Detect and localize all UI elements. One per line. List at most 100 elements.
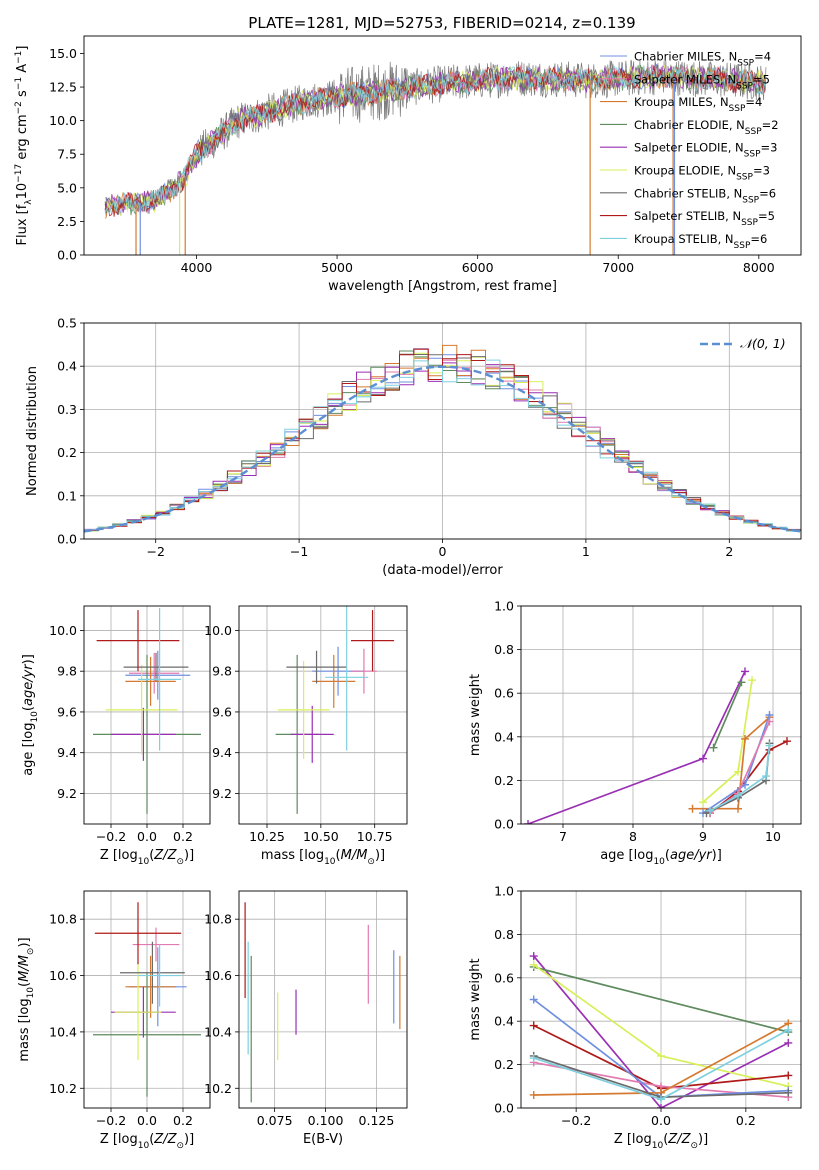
legend-entry: Chabrier ELODIE, NSSP=2 <box>634 118 779 137</box>
mass-weight-marker <box>706 806 714 815</box>
label-part: 10 <box>324 857 336 867</box>
y-tick-label: 1.0 <box>494 884 514 899</box>
label-part: Z/Z <box>153 848 177 863</box>
label-part: =3 <box>753 164 770 178</box>
mass-weight-marker <box>783 737 791 746</box>
y-tick-label: 9.8 <box>57 664 77 679</box>
y-tick-label: 0.2 <box>57 445 77 460</box>
figure-title: PLATE=1281, MJD=52753, FIBERID=0214, z=0… <box>248 14 635 32</box>
normal-curve <box>84 365 801 533</box>
legend-entry: Salpeter MILES, NSSP=5 <box>634 72 770 91</box>
x-tick-label: −1 <box>290 544 308 559</box>
legend-entry: Kroupa ELODIE, NSSP=3 <box>634 164 770 183</box>
label-part: (data-model)/error <box>382 563 503 578</box>
x-tick-label: 9 <box>699 829 707 844</box>
mass-weight-marker <box>699 798 707 807</box>
axes-frame <box>83 322 802 540</box>
y-tick-label: 0.0 <box>494 817 514 832</box>
y-axis-label: mass weight <box>468 958 483 1040</box>
label-part: Salpeter MILES, N <box>634 72 736 86</box>
y-axis-label: Flux [fλ10−17 erg cm−2 s−1 A−1] <box>14 46 34 246</box>
spectrum-plot-area <box>104 59 767 255</box>
label-part: age [log <box>600 848 653 863</box>
label-part: erg cm <box>15 114 30 163</box>
x-tick-label: 7 <box>559 829 567 844</box>
legend-entry: Kroupa STELIB, NSSP=6 <box>634 232 767 251</box>
y-tick-label: 0.3 <box>57 402 77 417</box>
y-tick-label: 0.2 <box>494 1057 514 1072</box>
label-part: SSP <box>745 127 762 137</box>
label-part: SSP <box>744 150 761 160</box>
mass-weight-marker <box>748 676 756 685</box>
mass-vs-ebv-panel: 0.075 0.100 0.125 10.2 10.4 10.6 10.8 E(B-V) <box>204 890 408 1147</box>
x-tick-label: 10 <box>765 829 781 844</box>
y-tick-label: 10.4 <box>204 1024 232 1039</box>
y-tick-label: 10.6 <box>204 968 232 983</box>
label-part: ⊙ <box>367 857 375 867</box>
label-part: SSP <box>736 173 753 183</box>
y-tick-label: 0.4 <box>57 359 77 374</box>
legend-entry: Kroupa MILES, NSSP=4 <box>634 95 762 114</box>
mass-weight-marker <box>734 767 742 776</box>
y-tick-label: 0.5 <box>57 316 77 331</box>
axes-frame <box>83 605 211 825</box>
y-axis-label: Normed distribution <box>25 366 40 496</box>
y-tick-label: 9.2 <box>57 786 77 801</box>
label-part: Chabrier ELODIE, N <box>634 118 745 132</box>
y-tick-label: 0.4 <box>494 1014 514 1029</box>
x-tick-label: 5000 <box>321 260 353 275</box>
label-part: )] <box>375 848 385 863</box>
label-part: )] <box>184 1132 194 1147</box>
y-tick-label: 0.1 <box>57 488 77 503</box>
age-vs-Z-panel: −0.2 0.0 0.29.29.49.69.810.0Z [log10(Z/Z⊙)… <box>21 605 211 867</box>
mass-weight-marker <box>657 1095 665 1104</box>
label-part: ⊙ <box>176 1141 184 1151</box>
axes-frame <box>238 890 408 1109</box>
label-part: 10 <box>30 711 40 723</box>
label-part: =4 <box>754 50 771 64</box>
y-axis-label: mass [log10(M/M⊙)] <box>17 937 36 1061</box>
label-part: ( <box>665 848 670 863</box>
label-part: ] <box>15 46 30 51</box>
mass-weight-marker <box>784 1025 793 1034</box>
label-part: )] <box>698 1132 708 1147</box>
mass-weight-marker <box>529 960 538 969</box>
mass-vs-Z-plot-area <box>93 902 201 1097</box>
label-part: λ <box>24 199 34 205</box>
mass-weight-marker <box>741 734 749 743</box>
massweight-vs-Z-plot-area <box>529 952 793 1108</box>
x-axis-label: (data-model)/error <box>382 563 503 578</box>
x-axis-label: mass [log10(M/M⊙)] <box>261 848 385 867</box>
x-tick-label: 8000 <box>743 260 775 275</box>
label-part: Kroupa MILES, N <box>634 95 729 109</box>
label-part: age/yr <box>670 848 713 863</box>
x-tick-label: 2 <box>725 544 733 559</box>
mass-weight-marker <box>529 995 538 1004</box>
mass-weight-marker <box>737 678 746 687</box>
y-tick-label: 10.2 <box>204 1081 232 1096</box>
y-tick-label: 5.0 <box>57 180 77 195</box>
x-axis-label: age [log10(age/yr)] <box>600 848 722 867</box>
mass-weight-marker <box>657 1051 665 1060</box>
mass-weight-marker <box>529 1054 538 1063</box>
label-part: SSP <box>736 81 753 91</box>
label-part: wavelength [Angstrom, rest frame] <box>328 279 557 294</box>
model-spectrum <box>104 66 766 217</box>
y-tick-label: 1.0 <box>494 599 514 614</box>
y-tick-label: 10.8 <box>49 912 77 927</box>
label-part: 10 <box>652 1141 664 1151</box>
label-part: ⊙ <box>176 857 184 867</box>
y-tick-label: 15.0 <box>49 46 77 61</box>
label-part: =2 <box>762 118 779 132</box>
y-tick-label: 0.8 <box>494 642 514 657</box>
label-part: SSP <box>742 195 759 205</box>
residuals-plot-area <box>84 344 801 534</box>
label-part: A <box>15 64 30 77</box>
label-part: M/M <box>17 955 32 982</box>
x-tick-label: 0.2 <box>736 1113 756 1128</box>
y-tick-label: 9.6 <box>57 704 77 719</box>
y-tick-label: 0.0 <box>494 1101 514 1116</box>
x-tick-label: −2 <box>146 544 164 559</box>
